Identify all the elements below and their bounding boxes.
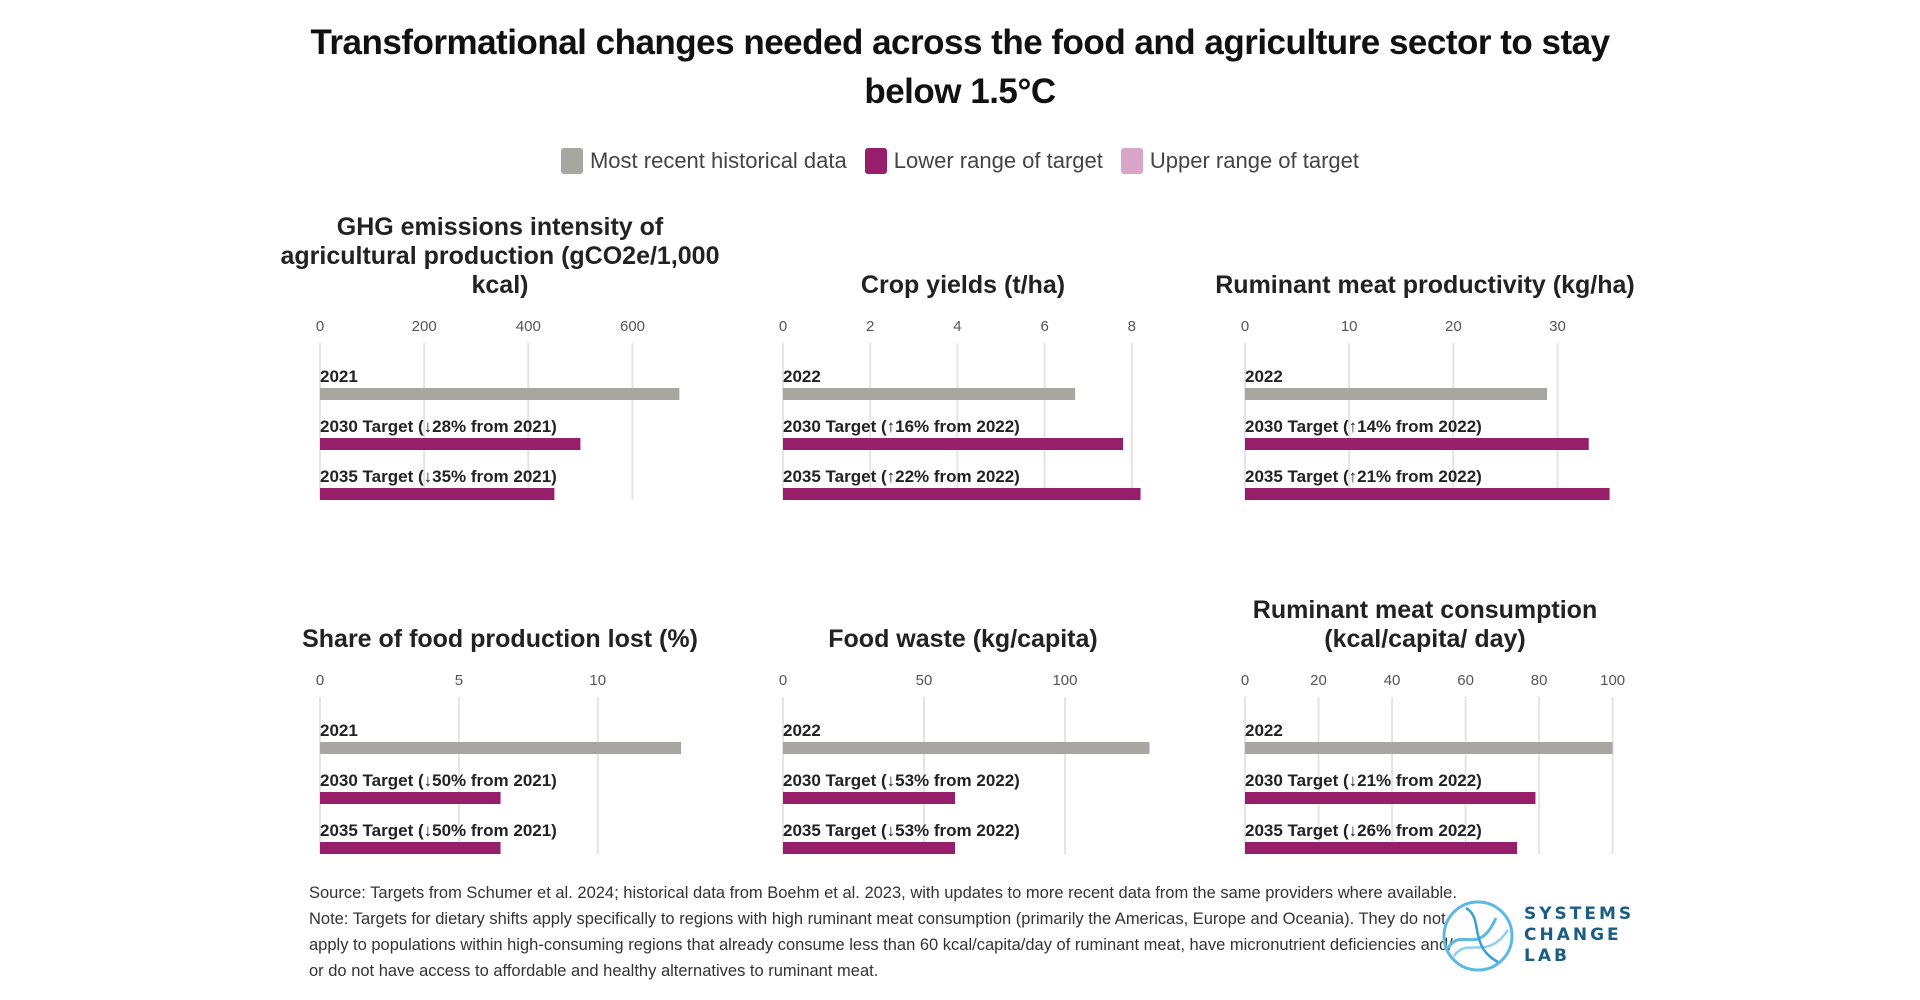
tick-label: 10 [1341, 318, 1358, 335]
bar-category-label: 2035 Target (↑22% from 2022) [783, 467, 1020, 486]
bar-historical [320, 742, 682, 754]
chart-svg: 0 200 400 600 2021 2030 Target (↓28% from 202… [316, 318, 680, 500]
chart-svg: 0 5 10 2021 2030 Target (↓50% from 2021) 2035… [316, 672, 682, 854]
bar-target [783, 842, 955, 854]
chart-title: Share of food production lost (%) [302, 625, 698, 653]
bar-historical [1245, 742, 1613, 754]
bar-target [783, 488, 1141, 500]
logo-line: CHANGE [1524, 925, 1622, 945]
tick-label: 0 [316, 318, 324, 335]
bar-target [1245, 488, 1610, 500]
bar-category-label: 2035 Target (↓50% from 2021) [320, 821, 557, 840]
legend-swatch-historical [560, 148, 583, 174]
legend-swatch-lower-target [864, 148, 887, 174]
source-note: Source: Targets from Schumer et al. 2024… [309, 880, 1457, 984]
legend-item-historical: Most recent historical data [560, 148, 847, 174]
tick-label: 100 [1600, 672, 1625, 689]
bar-target [320, 488, 555, 500]
bar-category-label: 2021 [320, 721, 358, 740]
source-line: Note: Targets for dietary shifts apply s… [309, 910, 1446, 928]
bar-target [1245, 792, 1536, 804]
logo-line: LAB [1524, 946, 1570, 966]
tick-label: 30 [1549, 318, 1566, 335]
tick-label: 40 [1384, 672, 1401, 689]
tick-label: 400 [516, 318, 541, 335]
bar-category-label: 2035 Target (↓53% from 2022) [783, 821, 1020, 840]
legend-label-historical: Most recent historical data [589, 148, 847, 173]
legend-swatch-upper-target [1120, 148, 1143, 174]
bar-category-label: 2030 Target (↓21% from 2022) [1245, 771, 1482, 790]
bar-category-label: 2030 Target (↑14% from 2022) [1245, 417, 1482, 436]
bar-historical [783, 388, 1076, 400]
bar-target [1245, 438, 1589, 450]
bar-historical [320, 388, 680, 400]
chart-svg: 0 2 4 6 8 2022 2030 Target (↑16% from 2022) 203… [779, 318, 1141, 500]
tick-label: 0 [316, 672, 324, 689]
chart-title: Food waste (kg/capita) [828, 625, 1098, 653]
tick-label: 0 [779, 672, 787, 689]
page-title: Transformational changes needed across t… [310, 23, 1610, 111]
tick-label: 4 [953, 318, 961, 335]
bar-target [783, 438, 1124, 450]
systems-change-lab-logo: SYSTEMS CHANGE LAB [1438, 896, 1668, 976]
bar-category-label: 2022 [1245, 721, 1283, 740]
chart-svg: 0 20 40 60 80 100 2022 2030 Target (↓21% from 2… [1241, 672, 1625, 854]
tick-label: 5 [455, 672, 463, 689]
chart-title: GHG emissions intensity of agricultural … [280, 213, 720, 299]
bar-target [1245, 842, 1518, 854]
source-line: or do not have access to affordable and … [309, 962, 879, 980]
tick-label: 200 [412, 318, 437, 335]
bar-category-label: 2021 [320, 367, 358, 386]
legend-item-upper-target: Upper range of target [1120, 148, 1360, 174]
legend: Most recent historical data Lower range … [0, 148, 1920, 174]
tick-label: 80 [1531, 672, 1548, 689]
tick-label: 0 [1241, 318, 1249, 335]
source-line: apply to populations within high-consumi… [309, 936, 1453, 954]
bar-target [320, 842, 501, 854]
chart-title: Crop yields (t/ha) [860, 271, 1066, 299]
bar-category-label: 2035 Target (↓35% from 2021) [320, 467, 557, 486]
bar-category-label: 2022 [783, 721, 821, 740]
chart-title: Ruminant meat productivity (kg/ha) [1215, 271, 1635, 299]
bar-category-label: 2035 Target (↑21% from 2022) [1245, 467, 1482, 486]
bar-category-label: 2022 [1245, 367, 1283, 386]
bar-category-label: 2022 [783, 367, 821, 386]
bar-historical [783, 742, 1150, 754]
bar-target [320, 792, 501, 804]
logo-line: SYSTEMS [1524, 904, 1635, 924]
tick-label: 10 [589, 672, 606, 689]
tick-label: 60 [1457, 672, 1474, 689]
tick-label: 50 [916, 672, 933, 689]
tick-label: 0 [1241, 672, 1249, 689]
bar-category-label: 2035 Target (↓26% from 2022) [1245, 821, 1482, 840]
legend-label-upper-target: Upper range of target [1149, 148, 1360, 173]
legend-item-lower-target: Lower range of target [864, 148, 1103, 174]
logo-icon [1442, 900, 1514, 972]
bar-target [320, 438, 581, 450]
chart-svg: 0 50 100 2022 2030 Target (↓53% from 2022) 20… [779, 672, 1150, 854]
bar-category-label: 2030 Target (↓50% from 2021) [320, 771, 557, 790]
tick-label: 6 [1040, 318, 1048, 335]
tick-label: 600 [620, 318, 645, 335]
tick-label: 8 [1128, 318, 1136, 335]
tick-label: 100 [1052, 672, 1077, 689]
source-line: Source: Targets from Schumer et al. 2024… [309, 884, 1457, 902]
bar-category-label: 2030 Target (↓28% from 2021) [320, 417, 557, 436]
legend-label-lower-target: Lower range of target [893, 148, 1103, 173]
bar-category-label: 2030 Target (↓53% from 2022) [783, 771, 1020, 790]
chart-svg: 0 10 20 30 2022 2030 Target (↑14% from 2022) 2… [1241, 318, 1610, 500]
tick-label: 20 [1310, 672, 1327, 689]
tick-label: 2 [866, 318, 874, 335]
bar-historical [1245, 388, 1548, 400]
bar-category-label: 2030 Target (↑16% from 2022) [783, 417, 1020, 436]
tick-label: 0 [779, 318, 787, 335]
bar-target [783, 792, 955, 804]
chart-title: Ruminant meat consumption (kcal/capita/ … [1252, 596, 1598, 653]
tick-label: 20 [1445, 318, 1462, 335]
